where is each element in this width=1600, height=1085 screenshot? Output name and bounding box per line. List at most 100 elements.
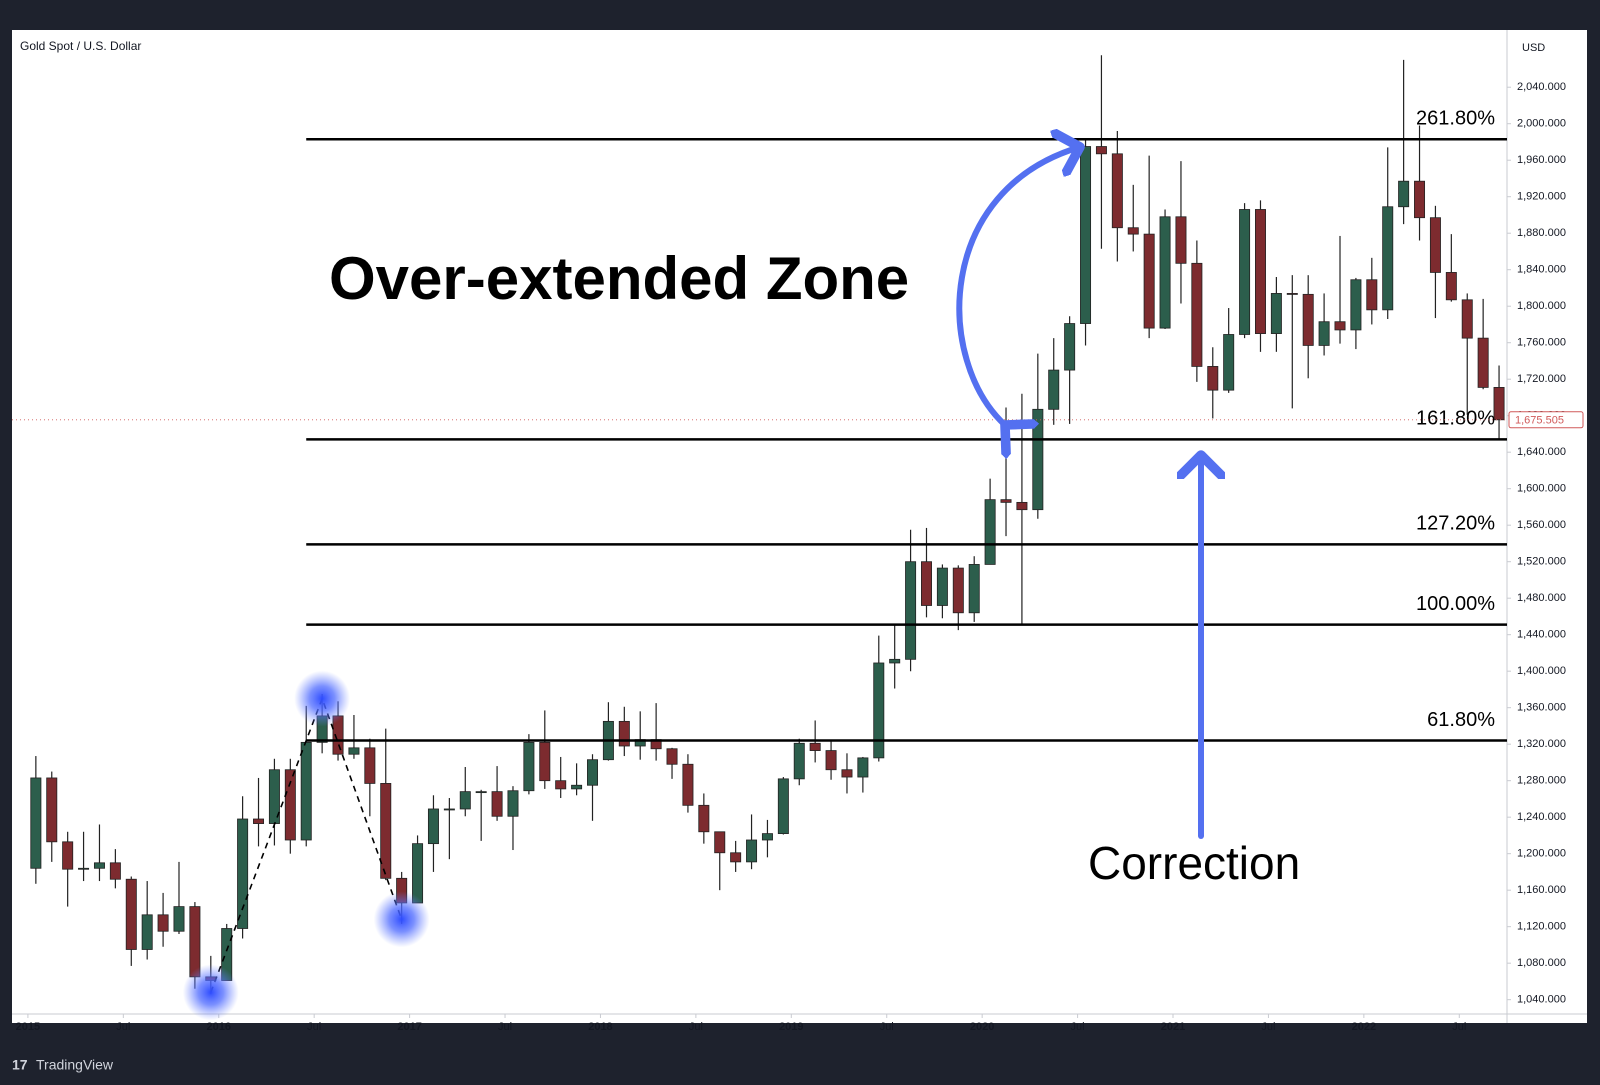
y-tick-label: 1,040.000 [1517,994,1566,1006]
fib-label: 161.80% [1416,408,1495,430]
y-tick-label: 1,320.000 [1517,738,1566,750]
candle-body [1191,262,1203,367]
y-tick-label: 1,920.000 [1517,191,1566,203]
candle-body [475,791,487,794]
candle-body [1064,323,1076,371]
candle-body [62,841,74,870]
candle-body [189,906,201,978]
y-tick-label: 1,200.000 [1517,848,1566,860]
candle-body [459,791,471,810]
candle-body [46,777,58,843]
y-tick-label: 1,520.000 [1517,556,1566,568]
x-tick-label: Jul [498,1021,512,1033]
candle-body [1414,180,1426,219]
y-tick-label: 1,480.000 [1517,592,1566,604]
candle-body [284,769,296,841]
candle-body [666,748,678,765]
candle-body [682,763,694,806]
candle-body [952,567,964,614]
y-tick-label: 1,440.000 [1517,629,1566,641]
candle-body [841,769,853,778]
candle-body [1429,217,1441,273]
x-tick-label: Jul [1452,1021,1466,1033]
candle-body [1366,279,1378,311]
candle-body [300,741,312,841]
candle-body [173,906,185,932]
currency: USD [1522,42,1545,54]
chart-panel [12,30,1587,1023]
x-tick-label: 2016 [207,1021,231,1033]
brand-logo: 17 TradingView [12,1057,114,1073]
y-tick-label: 1,080.000 [1517,957,1566,969]
candle-body [412,843,424,904]
candle-body [539,741,551,782]
candle-body [1095,146,1107,155]
last-price-label: 1,675.505 [1515,415,1564,427]
curved-arrow [956,147,1080,425]
candle-body [1223,334,1235,391]
candle-body [427,808,439,845]
pivot-path [210,696,403,993]
candle-body [1048,369,1060,410]
y-tick-label: 1,560.000 [1517,519,1566,531]
candle-body [78,867,90,870]
fib-label: 100.00% [1416,593,1495,615]
candle-body [873,662,885,759]
candle-body [571,784,583,790]
candle-body [1159,216,1171,329]
y-tick-label: 1,360.000 [1517,702,1566,714]
y-tick-label: 1,640.000 [1517,446,1566,458]
candle-body [1175,216,1187,264]
x-tick-label: Jul [1071,1021,1085,1033]
candle-body [1000,499,1012,503]
candle-body [1477,337,1489,388]
candle-body [1239,209,1251,335]
candle-body [507,790,519,817]
pivot-glow [373,891,430,948]
candle-body [1398,180,1410,208]
candle-body [555,780,567,790]
y-tick-label: 1,800.000 [1517,300,1566,312]
annotation: Correction [1088,837,1300,889]
y-tick-label: 1,400.000 [1517,665,1566,677]
candle-body [587,759,598,786]
x-tick-label: 2021 [1161,1021,1185,1033]
candle-body [1493,387,1505,421]
candle-body [746,839,758,863]
candle-body [921,561,932,606]
x-tick-label: 2019 [779,1021,803,1033]
candle-body [730,852,742,863]
x-tick-label: 2022 [1352,1021,1376,1033]
candle-body [1286,293,1298,295]
candle-body [1302,293,1314,346]
x-tick-label: Jul [880,1021,894,1033]
fib-label: 61.80% [1427,709,1495,731]
y-tick-label: 1,160.000 [1517,884,1566,896]
candle-body [380,783,392,879]
candle-body [253,818,265,824]
y-tick-label: 1,600.000 [1517,483,1566,495]
candle-body [1270,293,1282,334]
y-tick-label: 1,960.000 [1517,154,1566,166]
candle-body [761,833,773,841]
y-tick-label: 1,880.000 [1517,227,1566,239]
candle-body [809,742,821,751]
candle-body [1080,146,1092,324]
candle-body [1111,153,1123,229]
candle-body [825,750,837,771]
candle-body [714,831,726,854]
candle-body [109,862,121,880]
fib-label: 127.20% [1416,513,1495,535]
candle-body [698,804,710,833]
last-price-box [1508,411,1584,429]
x-tick-label: Jul [307,1021,321,1033]
x-tick-label: 2017 [397,1021,421,1033]
candle-body [968,564,980,614]
x-tick-label: Jul [116,1021,130,1033]
candle-body [125,878,137,950]
annotation: Over-extended Zone [329,245,909,312]
candle-body [1461,299,1473,339]
fib-label: 261.80% [1416,108,1495,130]
x-tick-label: Jul [689,1021,703,1033]
